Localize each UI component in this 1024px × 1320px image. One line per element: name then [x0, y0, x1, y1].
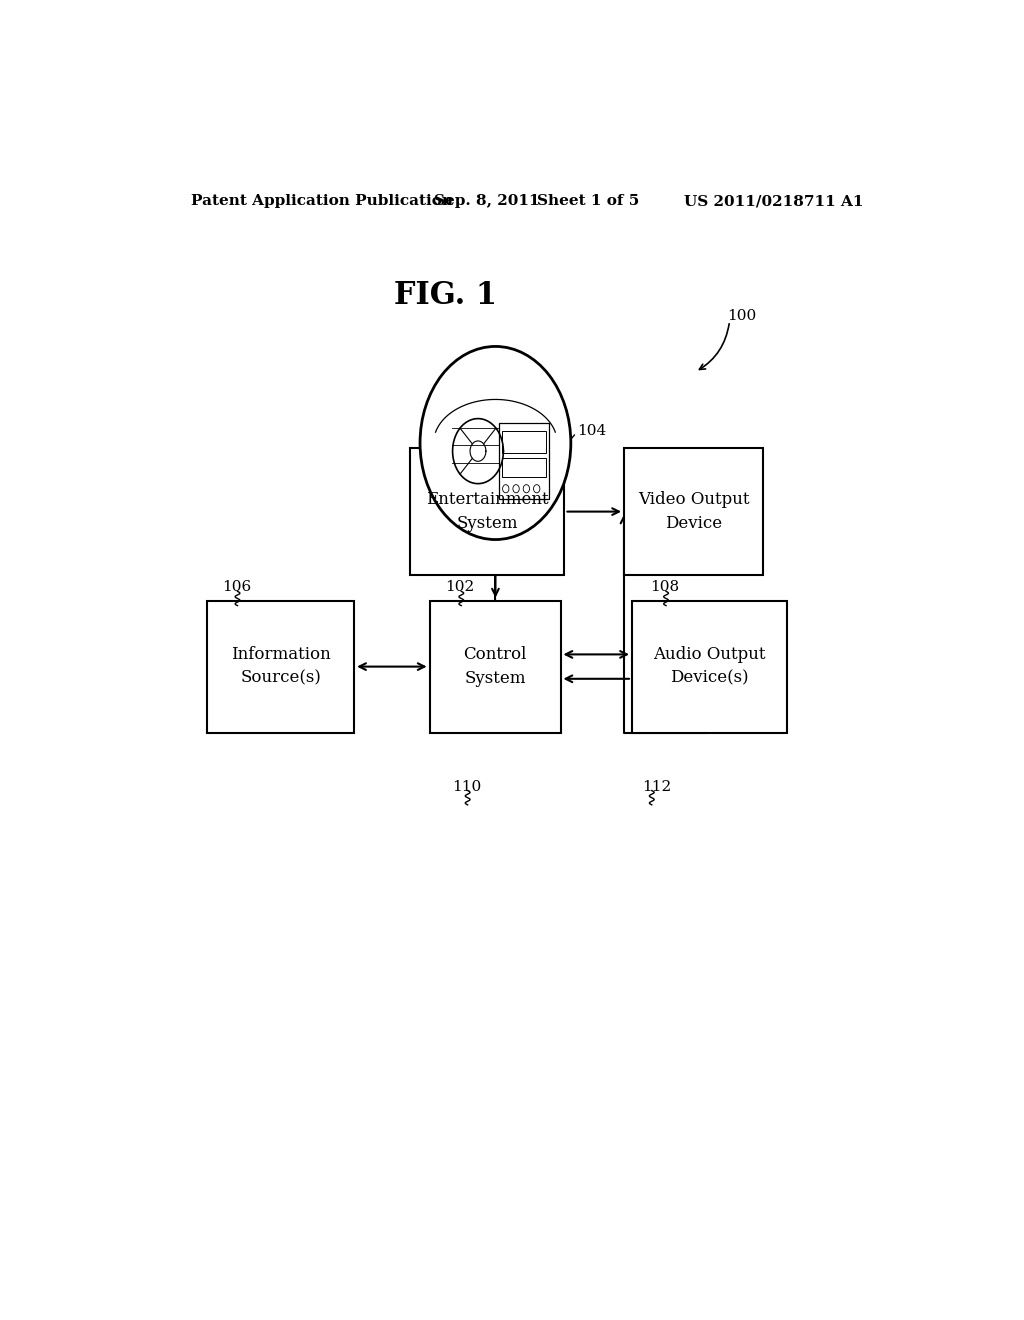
Text: 100: 100 — [727, 309, 757, 323]
Text: Video Output
Device: Video Output Device — [638, 491, 750, 532]
Text: 110: 110 — [452, 780, 481, 793]
Text: Patent Application Publication: Patent Application Publication — [191, 194, 454, 209]
Bar — [430, 601, 560, 733]
Text: 106: 106 — [221, 581, 251, 594]
Circle shape — [420, 346, 570, 540]
Bar — [502, 430, 546, 453]
Text: US 2011/0218711 A1: US 2011/0218711 A1 — [684, 194, 863, 209]
Text: Sheet 1 of 5: Sheet 1 of 5 — [537, 194, 639, 209]
Bar — [632, 601, 786, 733]
Text: Information
Source(s): Information Source(s) — [230, 647, 331, 686]
Text: 104: 104 — [578, 424, 606, 438]
Text: Audio Output
Device(s): Audio Output Device(s) — [653, 647, 766, 686]
Bar — [624, 447, 763, 576]
Text: Entertainment
System: Entertainment System — [426, 491, 549, 532]
Text: FIG. 1: FIG. 1 — [394, 280, 497, 312]
Text: 112: 112 — [642, 780, 672, 793]
Text: Control
System: Control System — [463, 647, 526, 686]
Text: 108: 108 — [650, 581, 679, 594]
Text: Sep. 8, 2011: Sep. 8, 2011 — [433, 194, 540, 209]
Bar — [410, 447, 564, 576]
Bar — [502, 458, 546, 477]
Bar — [207, 601, 354, 733]
Text: 102: 102 — [445, 581, 475, 594]
Bar — [500, 422, 549, 499]
